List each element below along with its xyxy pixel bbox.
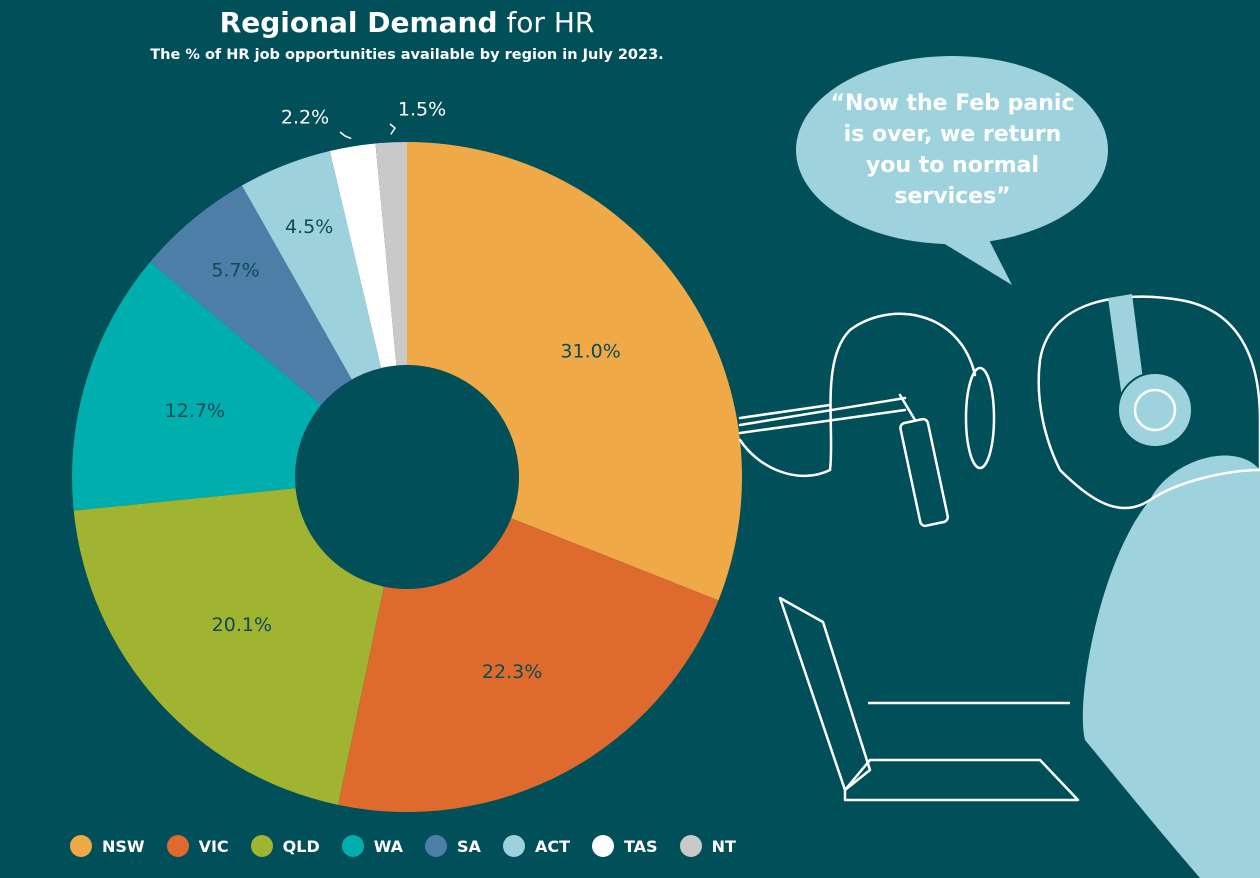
data-label-act: 4.5%	[285, 216, 333, 238]
data-label-sa: 5.7%	[211, 260, 259, 282]
laptop-icon	[778, 596, 1080, 802]
legend-label: NT	[711, 836, 736, 856]
legend-label: ACT	[534, 836, 570, 856]
person	[1037, 294, 1260, 878]
legend-item-tas: TAS	[591, 835, 658, 857]
legend-label: TAS	[623, 836, 658, 856]
legend-swatch	[679, 835, 702, 857]
chart-subtitle: The % of HR job opportunities available …	[150, 47, 664, 63]
legend-swatch	[70, 835, 92, 857]
legend: NSW VIC QLD WA SA ACT TAS NT	[70, 835, 758, 857]
legend-swatch	[341, 835, 364, 857]
legend-item-qld: QLD	[250, 835, 320, 857]
donut-hole	[295, 365, 519, 589]
donut-chart: 31.0% 22.3% 20.1% 12.7% 5.7% 4.5% 2.2% 1.5%	[71, 99, 742, 812]
leader-line-tas	[339, 131, 352, 140]
data-label-vic: 22.3%	[482, 661, 542, 683]
data-label-tas: 2.2%	[281, 107, 329, 129]
title-bold: Regional Demand	[219, 6, 498, 39]
slice-qld	[73, 477, 407, 805]
legend-label: NSW	[102, 836, 145, 856]
legend-label: VIC	[198, 836, 229, 856]
data-label-nt: 1.5%	[398, 99, 446, 121]
leader-line-nt	[389, 123, 396, 135]
title-rest: for HR	[506, 6, 595, 39]
legend-item-sa: SA	[425, 835, 481, 857]
legend-swatch	[250, 835, 273, 857]
legend-item-wa: WA	[341, 835, 404, 857]
legend-swatch	[502, 835, 525, 857]
legend-swatch	[591, 835, 614, 857]
legend-label: WA	[373, 836, 404, 856]
legend-label: SA	[457, 836, 481, 856]
legend-item-nt: NT	[679, 835, 736, 857]
data-label-qld: 20.1%	[212, 614, 272, 636]
legend-swatch	[425, 835, 448, 857]
data-label-wa: 12.7%	[165, 400, 225, 422]
speech-quote: “Now the Feb panic is over, we return yo…	[830, 91, 1075, 209]
chart-title: Regional Demand for HR	[0, 6, 814, 40]
legend-swatch	[166, 835, 189, 857]
legend-item-act: ACT	[502, 835, 570, 857]
data-label-nsw: 31.0%	[560, 341, 620, 363]
legend-label: QLD	[282, 836, 320, 856]
legend-item-nsw: NSW	[70, 835, 145, 857]
legend-item-vic: VIC	[166, 835, 229, 857]
